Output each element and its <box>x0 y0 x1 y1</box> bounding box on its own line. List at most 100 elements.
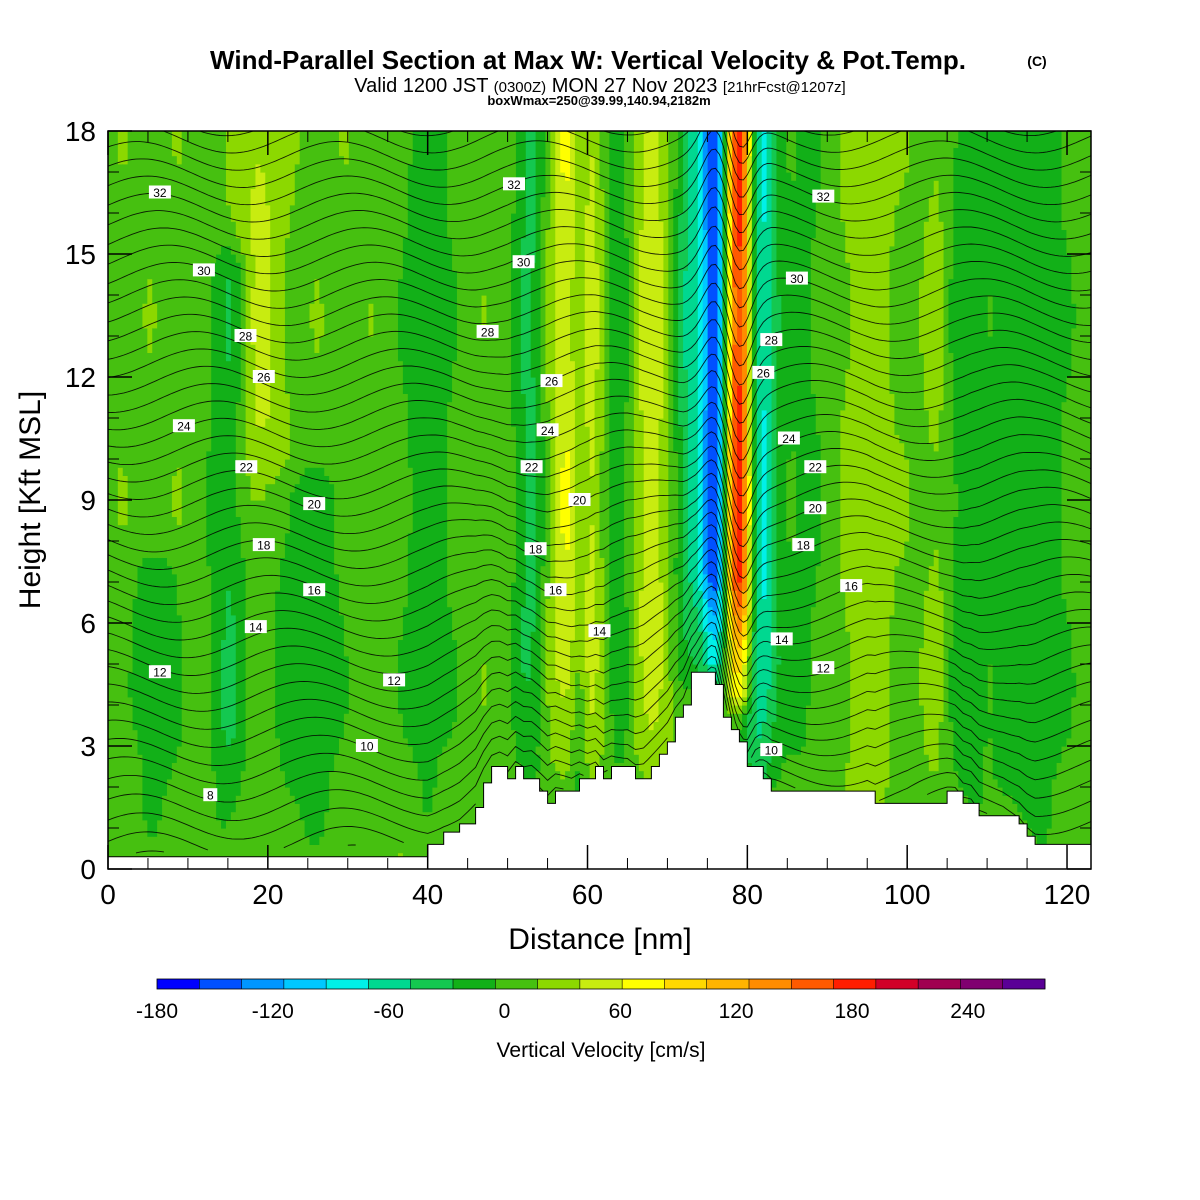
velocity-cell <box>166 778 173 869</box>
isentrope-line <box>162 131 1091 164</box>
isentrope-label: 14 <box>770 632 793 647</box>
velocity-cell <box>525 131 532 681</box>
colorbar-swatch <box>495 979 538 989</box>
x-tick-label: 20 <box>252 879 283 910</box>
velocity-cell <box>432 787 438 869</box>
velocity-cell <box>786 541 792 755</box>
velocity-cell <box>309 303 316 329</box>
velocity-cell <box>447 401 453 608</box>
velocity-cell <box>265 204 271 419</box>
velocity-cell <box>427 131 433 813</box>
x-tick-label: 40 <box>412 879 443 910</box>
isentrope-label: 32 <box>148 185 171 200</box>
velocity-cell <box>565 549 571 690</box>
velocity-cell <box>373 131 379 869</box>
velocity-cell <box>368 131 375 304</box>
velocity-cell <box>255 500 261 869</box>
velocity-cell <box>840 221 846 411</box>
velocity-cell <box>791 180 797 452</box>
velocity-cell <box>393 131 399 869</box>
velocity-cell <box>594 262 601 370</box>
velocity-cell <box>938 131 945 222</box>
velocity-cell <box>869 131 876 813</box>
velocity-cell <box>520 606 527 673</box>
velocity-cell <box>668 680 674 763</box>
velocity-cell <box>309 327 316 468</box>
velocity-cell <box>560 696 566 780</box>
velocity-cell <box>157 131 163 558</box>
velocity-cell <box>673 557 679 575</box>
velocity-cell <box>452 131 458 271</box>
velocity-cell <box>894 565 900 869</box>
velocity-cell <box>225 131 232 206</box>
isentrope-label-text: 28 <box>765 334 779 348</box>
isentrope-line <box>108 416 1091 497</box>
velocity-cell <box>948 278 954 353</box>
colorbar-tick-label: 180 <box>834 1000 869 1023</box>
velocity-cell <box>250 254 257 288</box>
isentrope-label: 12 <box>383 673 406 688</box>
velocity-cell <box>152 836 158 869</box>
velocity-cell <box>368 303 375 337</box>
velocity-cell <box>270 483 276 869</box>
velocity-cell <box>717 590 723 632</box>
velocity-cell <box>894 131 900 206</box>
velocity-cell <box>284 532 291 788</box>
velocity-cell <box>225 278 232 362</box>
velocity-cell <box>584 131 591 206</box>
isentrope-label-text: 30 <box>197 264 211 278</box>
velocity-cell <box>235 237 242 263</box>
velocity-cell <box>742 131 748 591</box>
velocity-cell <box>850 131 856 869</box>
velocity-cell <box>412 762 419 869</box>
velocity-cell <box>1066 623 1072 739</box>
velocity-cell <box>122 163 129 477</box>
velocity-cell <box>176 524 183 616</box>
colorbar-swatch <box>664 979 708 989</box>
velocity-cell <box>225 245 232 280</box>
velocity-cell <box>638 655 645 772</box>
velocity-cell <box>751 631 758 780</box>
velocity-cell <box>343 163 350 657</box>
isentrope-label-text: 30 <box>517 256 531 270</box>
colorbar-tick-label: -60 <box>374 1000 404 1023</box>
isentrope-label-text: 20 <box>308 498 322 512</box>
velocity-cell <box>481 131 488 296</box>
velocity-cell <box>280 557 286 772</box>
velocity-cell <box>334 131 340 575</box>
velocity-cell <box>250 131 257 189</box>
velocity-cell <box>712 639 719 665</box>
isentrope-line <box>108 511 1091 609</box>
velocity-cell <box>117 131 124 165</box>
velocity-cell <box>678 426 684 681</box>
velocity-cell <box>230 254 237 616</box>
velocity-cell <box>319 836 325 869</box>
velocity-cell <box>284 393 291 460</box>
velocity-cell <box>530 631 537 780</box>
velocity-cell <box>545 131 551 230</box>
isentrope-line <box>108 597 1091 712</box>
velocity-cell <box>162 795 168 869</box>
velocity-cell <box>619 131 625 763</box>
isentrope-label-text: 16 <box>308 584 322 598</box>
velocity-cell <box>235 131 242 239</box>
velocity-cell <box>275 131 281 476</box>
velocity-cell <box>938 409 945 591</box>
velocity-cell <box>805 705 812 869</box>
velocity-cell <box>314 467 320 845</box>
velocity-cell <box>152 557 158 837</box>
velocity-cell <box>565 688 571 772</box>
colorbar-swatch <box>622 979 665 989</box>
isentrope-label: 18 <box>252 538 275 553</box>
velocity-cell <box>152 303 158 329</box>
isentrope-line <box>108 573 1091 677</box>
velocity-cell <box>909 131 915 869</box>
velocity-cell <box>309 131 316 304</box>
velocity-cell <box>766 131 773 690</box>
velocity-cell <box>746 713 753 763</box>
forecast-info: [21hrFcst@1207z] <box>723 79 846 96</box>
velocity-cell <box>402 737 409 862</box>
velocity-cell <box>673 188 679 452</box>
velocity-cell <box>171 131 178 157</box>
velocity-cell <box>560 172 566 468</box>
